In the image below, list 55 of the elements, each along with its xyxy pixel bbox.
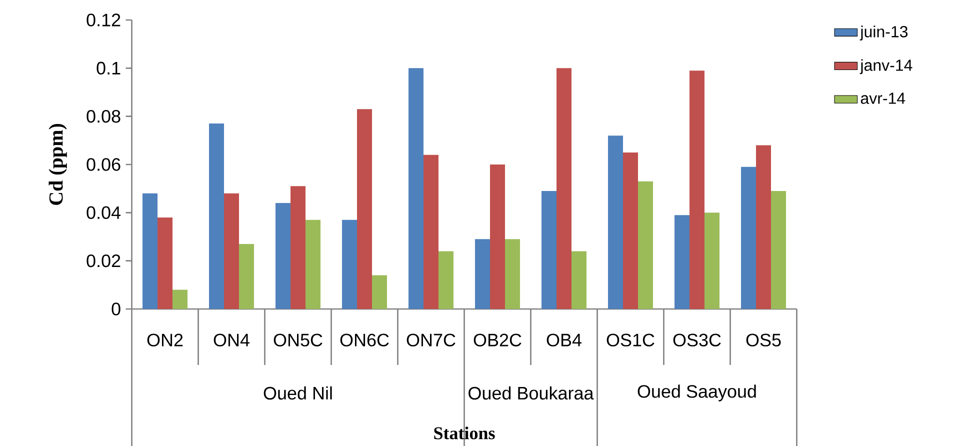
y-tick-label: 0.02 — [86, 254, 120, 268]
text: Oued Nil — [264, 386, 332, 400]
bar — [158, 217, 173, 309]
bar — [704, 212, 720, 309]
y-tick-label: 0.1 — [96, 62, 120, 75]
legend-label: juin-13 — [860, 26, 908, 41]
bar — [572, 251, 586, 309]
x-tick-label: ON2 — [147, 334, 183, 346]
bar — [239, 244, 254, 309]
x-tick-label: ON6C — [340, 334, 389, 346]
bar — [142, 193, 158, 309]
y-tick-label: 0 — [112, 302, 120, 316]
bar — [690, 70, 704, 309]
y-axis-title: Cd (ppm) — [48, 124, 67, 205]
bar — [475, 239, 490, 309]
bar — [342, 220, 358, 309]
x-axis-title: Stations — [434, 426, 495, 440]
bar — [556, 68, 572, 309]
x-tick-label: OS3C — [673, 334, 721, 346]
bar — [490, 164, 506, 309]
text: Oued Saayoud — [638, 384, 756, 402]
bar — [276, 203, 291, 309]
bar — [542, 190, 556, 309]
bar — [608, 136, 623, 309]
y-tick-label: 0.08 — [86, 110, 120, 123]
bar — [505, 239, 520, 309]
text: Oued Boukaraa — [468, 386, 594, 400]
bar — [224, 193, 240, 309]
bar — [740, 166, 756, 309]
legend-label: avr-14 — [860, 92, 906, 104]
bar — [674, 215, 690, 309]
bar — [756, 145, 771, 309]
x-tick-label: ON4 — [214, 334, 250, 346]
legend-label: janv-14 — [860, 59, 912, 74]
bar — [306, 220, 321, 309]
bar — [770, 190, 786, 309]
x-tick-label: OS5 — [746, 334, 781, 346]
y-tick-label: 0.06 — [86, 158, 120, 171]
bar — [622, 152, 638, 309]
x-tick-label: ON7C — [406, 334, 456, 346]
y-tick-label: 0.12 — [86, 14, 120, 26]
bar — [172, 290, 188, 309]
x-tick-label: OB2C — [474, 334, 522, 346]
bar — [209, 124, 224, 309]
bar — [372, 275, 388, 309]
x-tick-label: OB4 — [546, 334, 582, 346]
bar — [290, 186, 306, 309]
x-tick-label: ON5C — [274, 334, 322, 346]
bar — [424, 154, 438, 309]
bar — [357, 109, 372, 309]
x-tick-label: OS1C — [606, 334, 654, 346]
bar — [438, 251, 454, 309]
bar — [638, 181, 653, 309]
y-tick-label: 0.04 — [86, 206, 121, 220]
bar — [408, 68, 424, 309]
